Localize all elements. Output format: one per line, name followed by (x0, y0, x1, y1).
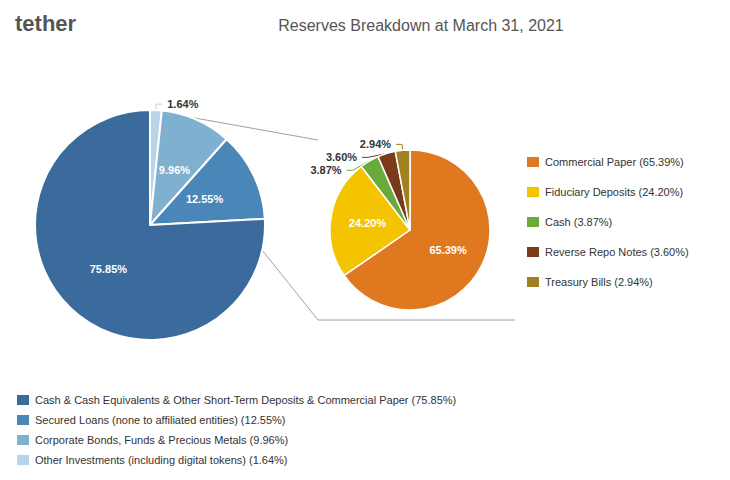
svg-text:1.64%: 1.64% (167, 98, 198, 110)
svg-text:Treasury Bills (2.94%): Treasury Bills (2.94%) (545, 276, 653, 288)
svg-text:65.39%: 65.39% (429, 244, 467, 256)
svg-text:3.60%: 3.60% (326, 151, 357, 163)
svg-text:9.96%: 9.96% (159, 164, 190, 176)
svg-text:Reserves Breakdown at March 31: Reserves Breakdown at March 31, 2021 (278, 17, 564, 34)
svg-text:Fiduciary Deposits (24.20%): Fiduciary Deposits (24.20%) (545, 186, 683, 198)
svg-text:3.87%: 3.87% (310, 164, 341, 176)
svg-text:Commercial Paper (65.39%): Commercial Paper (65.39%) (545, 156, 684, 168)
svg-text:75.85%: 75.85% (90, 263, 128, 275)
svg-text:Cash (3.87%): Cash (3.87%) (545, 216, 612, 228)
svg-text:24.20%: 24.20% (349, 217, 387, 229)
svg-text:Other Investments (including d: Other Investments (including digital tok… (35, 454, 288, 466)
svg-text:2.94%: 2.94% (360, 138, 391, 150)
svg-text:Corporate Bonds, Funds & Preci: Corporate Bonds, Funds & Precious Metals… (35, 434, 288, 446)
svg-text:tether: tether (15, 11, 77, 36)
svg-text:Reverse Repo Notes (3.60%): Reverse Repo Notes (3.60%) (545, 246, 689, 258)
svg-text:12.55%: 12.55% (186, 193, 224, 205)
svg-text:Secured Loans (none to affilia: Secured Loans (none to affiliated entiti… (35, 414, 286, 426)
svg-text:Cash & Cash Equivalents & Othe: Cash & Cash Equivalents & Other Short-Te… (35, 394, 456, 406)
